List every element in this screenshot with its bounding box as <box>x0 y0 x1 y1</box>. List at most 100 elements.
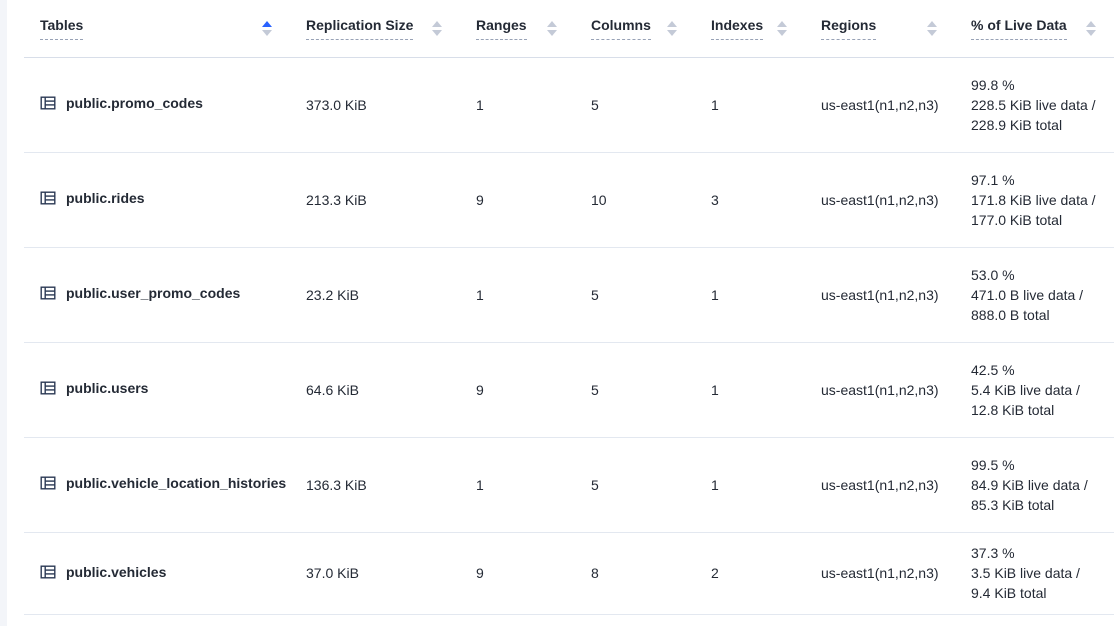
column-header-tables[interactable]: Tables <box>24 0 290 58</box>
sort-icon[interactable] <box>927 20 937 36</box>
regions-cell: us-east1(n1,n2,n3) <box>821 286 939 303</box>
table-name-cell: public.promo_codes <box>24 57 290 152</box>
table-name-cell: public.users <box>24 342 290 437</box>
total-data-amount: 12.8 KiB total <box>971 401 1055 418</box>
table-row: public.promo_codes 373.0 KiB 1 5 1 us-ea… <box>24 57 1114 152</box>
total-data-amount: 9.4 KiB total <box>971 585 1047 601</box>
regions-cell: us-east1(n1,n2,n3) <box>821 381 939 398</box>
table-icon <box>40 285 56 301</box>
columns-cell: 8 <box>591 565 599 581</box>
table-name-link[interactable]: public.promo_codes <box>66 95 203 111</box>
columns-cell: 5 <box>591 476 599 493</box>
sort-icon[interactable] <box>262 20 272 36</box>
sort-icon[interactable] <box>1086 20 1096 36</box>
sort-icon[interactable] <box>547 20 557 36</box>
column-header-ranges[interactable]: Ranges <box>460 0 575 58</box>
table-name-link[interactable]: public.vehicle_location_histories <box>66 475 287 491</box>
live-data-cell: 53.0 % 471.0 B live data / 888.0 B total <box>955 247 1114 342</box>
total-data-amount: 177.0 KiB total <box>971 211 1063 228</box>
indexes-cell: 3 <box>711 191 719 208</box>
live-data-percent: 37.3 % <box>971 545 1015 561</box>
regions-cell: us-east1(n1,n2,n3) <box>821 96 939 113</box>
table-row: public.users 64.6 KiB 9 5 1 us-east1(n1,… <box>24 342 1114 437</box>
table-name-cell: public.vehicle_location_histories <box>24 437 290 532</box>
total-data-amount: 85.3 KiB total <box>971 496 1055 513</box>
live-data-cell: 42.5 % 5.4 KiB live data / 12.8 KiB tota… <box>955 342 1114 437</box>
columns-cell: 5 <box>591 286 599 303</box>
live-data-amount: 471.0 B live data / <box>971 286 1084 303</box>
column-header-label: Regions <box>821 16 877 41</box>
table-name-link[interactable]: public.vehicles <box>66 563 167 580</box>
replication-size-cell: 136.3 KiB <box>306 476 367 493</box>
sort-icon[interactable] <box>667 20 677 36</box>
table-header: Tables Replication Size Ranges <box>24 0 1114 58</box>
tables-table: Tables Replication Size Ranges <box>24 0 1114 615</box>
columns-cell: 5 <box>591 96 599 113</box>
ranges-cell: 9 <box>476 565 484 581</box>
live-data-cell: 97.1 % 171.8 KiB live data / 177.0 KiB t… <box>955 152 1114 247</box>
replication-size-cell: 213.3 KiB <box>306 191 367 208</box>
table-icon <box>40 380 56 396</box>
table-row: public.vehicle_location_histories 136.3 … <box>24 437 1114 532</box>
sort-icon[interactable] <box>777 20 787 36</box>
live-data-cell: 99.8 % 228.5 KiB live data / 228.9 KiB t… <box>955 57 1114 152</box>
live-data-amount: 5.4 KiB live data / <box>971 381 1080 398</box>
live-data-amount: 228.5 KiB live data / <box>971 96 1096 113</box>
table-row: public.rides 213.3 KiB 9 10 3 us-east1(n… <box>24 152 1114 247</box>
table-name-cell: public.vehicles <box>24 532 290 614</box>
live-data-percent: 97.1 % <box>971 171 1015 188</box>
columns-cell: 5 <box>591 381 599 398</box>
table-row: public.user_promo_codes 23.2 KiB 1 5 1 u… <box>24 247 1114 342</box>
table-icon <box>40 564 56 580</box>
column-header-label: Tables <box>40 16 84 41</box>
total-data-amount: 888.0 B total <box>971 306 1050 323</box>
live-data-amount: 171.8 KiB live data / <box>971 191 1096 208</box>
table-name-cell: public.rides <box>24 152 290 247</box>
columns-cell: 10 <box>591 191 607 208</box>
live-data-amount: 3.5 KiB live data / <box>971 565 1080 581</box>
table-icon <box>40 190 56 206</box>
replication-size-cell: 37.0 KiB <box>306 565 359 581</box>
indexes-cell: 1 <box>711 286 719 303</box>
ranges-cell: 9 <box>476 381 484 398</box>
live-data-percent: 42.5 % <box>971 361 1015 378</box>
table-row: public.vehicles 37.0 KiB 9 8 2 us-east1(… <box>24 532 1114 614</box>
replication-size-cell: 373.0 KiB <box>306 96 367 113</box>
column-header-columns[interactable]: Columns <box>575 0 695 58</box>
page-left-edge <box>0 0 7 626</box>
regions-cell: us-east1(n1,n2,n3) <box>821 565 939 581</box>
table-icon <box>40 475 56 491</box>
table-body: public.promo_codes 373.0 KiB 1 5 1 us-ea… <box>24 57 1114 614</box>
live-data-amount: 84.9 KiB live data / <box>971 476 1088 493</box>
live-data-cell: 37.3 % 3.5 KiB live data / 9.4 KiB total <box>955 532 1114 614</box>
column-header-label: Columns <box>591 16 651 41</box>
column-header-label: Replication Size <box>306 16 414 41</box>
column-header-label: % of Live Data <box>971 16 1067 41</box>
column-header-replication-size[interactable]: Replication Size <box>290 0 460 58</box>
column-header-live-data[interactable]: % of Live Data <box>955 0 1114 58</box>
ranges-cell: 1 <box>476 286 484 303</box>
live-data-percent: 53.0 % <box>971 266 1015 283</box>
ranges-cell: 1 <box>476 476 484 493</box>
column-header-label: Indexes <box>711 16 764 41</box>
live-data-cell: 99.5 % 84.9 KiB live data / 85.3 KiB tot… <box>955 437 1114 532</box>
ranges-cell: 1 <box>476 96 484 113</box>
indexes-cell: 2 <box>711 565 719 581</box>
total-data-amount: 228.9 KiB total <box>971 116 1063 133</box>
table-name-link[interactable]: public.users <box>66 380 149 396</box>
live-data-percent: 99.8 % <box>971 76 1015 93</box>
column-header-regions[interactable]: Regions <box>805 0 955 58</box>
table-name-cell: public.user_promo_codes <box>24 247 290 342</box>
sort-icon[interactable] <box>432 20 442 36</box>
table-name-link[interactable]: public.user_promo_codes <box>66 285 241 301</box>
column-header-label: Ranges <box>476 16 527 41</box>
table-name-link[interactable]: public.rides <box>66 190 145 206</box>
indexes-cell: 1 <box>711 381 719 398</box>
live-data-percent: 99.5 % <box>971 456 1015 473</box>
column-header-indexes[interactable]: Indexes <box>695 0 805 58</box>
replication-size-cell: 64.6 KiB <box>306 381 359 398</box>
table-icon <box>40 95 56 111</box>
regions-cell: us-east1(n1,n2,n3) <box>821 191 939 208</box>
replication-size-cell: 23.2 KiB <box>306 286 359 303</box>
